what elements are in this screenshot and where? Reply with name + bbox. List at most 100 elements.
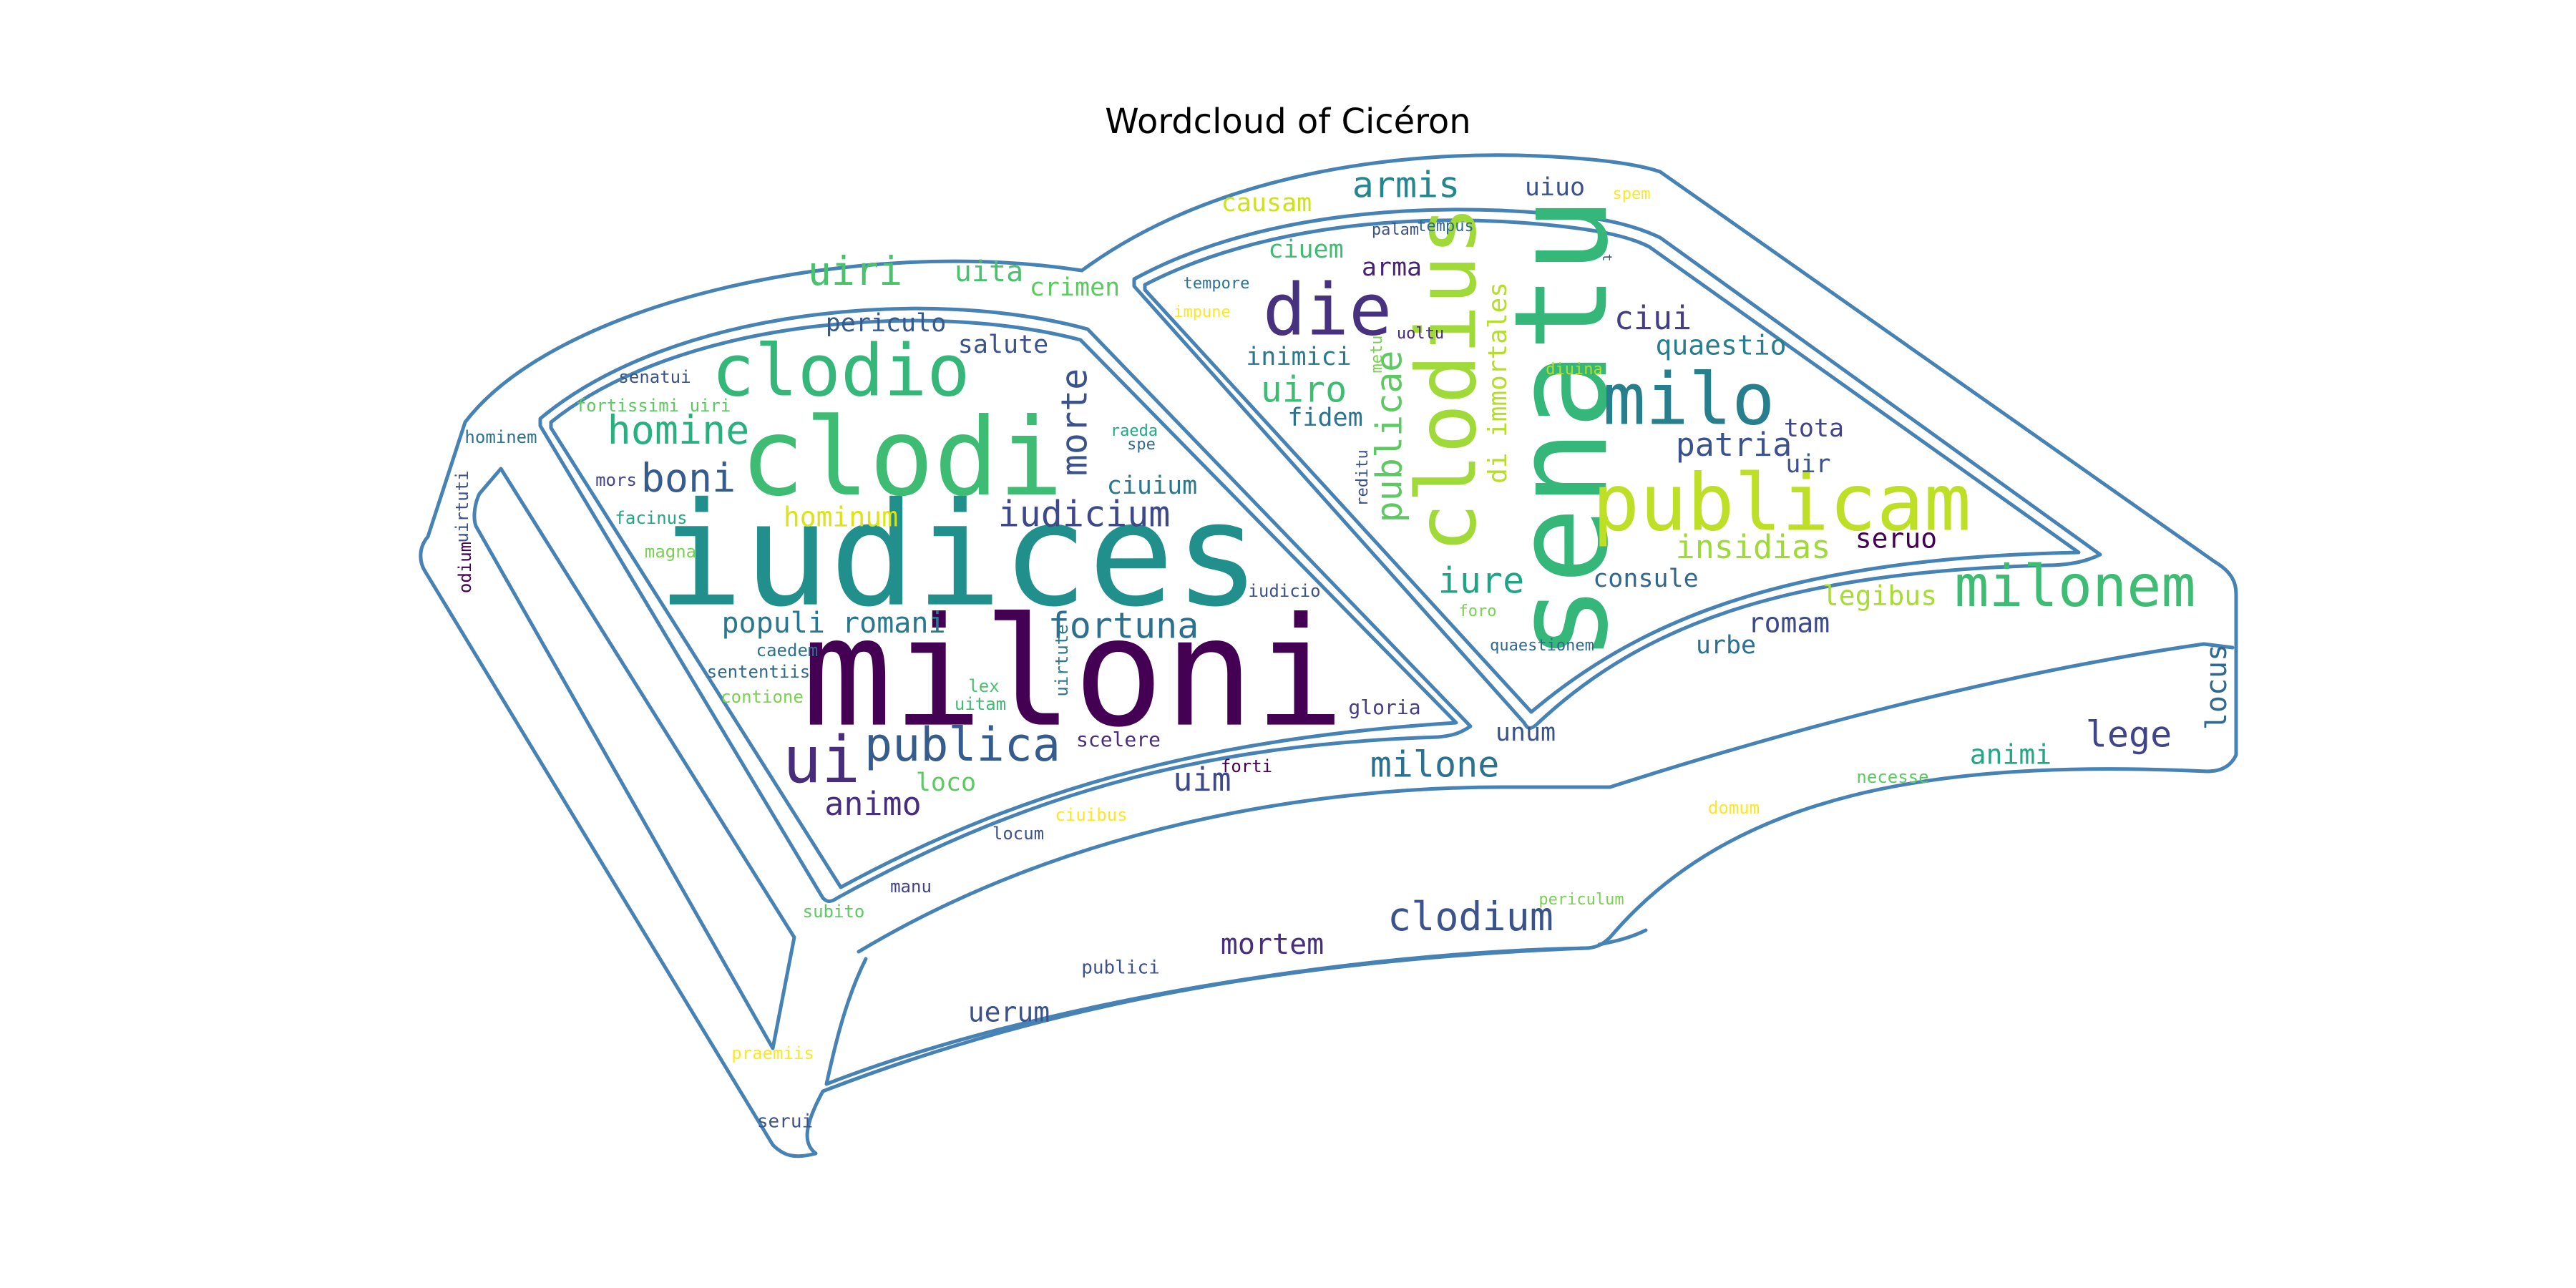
word-fortuna: fortuna xyxy=(1048,605,1199,647)
word-metu: metu xyxy=(1368,336,1386,374)
word-seruo: seruo xyxy=(1855,523,1937,555)
word-iure: iure xyxy=(1438,560,1524,602)
word-arma: arma xyxy=(1362,253,1422,282)
word-uiro: uiro xyxy=(1261,369,1347,411)
word-uim: uim xyxy=(1173,761,1231,799)
word-raeda: raeda xyxy=(1111,422,1158,440)
word-iudices: iudices xyxy=(658,472,1261,639)
word-odium: odium xyxy=(455,542,475,593)
word-forti: forti xyxy=(1221,756,1272,776)
word-serui: serui xyxy=(757,1111,813,1133)
word-senatu: senatu xyxy=(1487,197,1636,662)
word-uiuo: uiuo xyxy=(1525,173,1585,202)
word-quaestio: quaestio xyxy=(1655,330,1786,361)
word-praemiis: praemiis xyxy=(731,1043,814,1063)
word-clodium: clodium xyxy=(1387,894,1553,940)
word-consule: consule xyxy=(1593,565,1699,593)
word-reditu: reditu xyxy=(1354,449,1372,506)
word-fidem: fidem xyxy=(1287,404,1362,432)
word-tempus: tempus xyxy=(1417,218,1473,235)
word-uitam: uitam xyxy=(955,694,1006,714)
word-caedem: caedem xyxy=(756,640,819,660)
bottom-page-curve xyxy=(824,946,1591,1086)
word-crimen: crimen xyxy=(1030,273,1120,302)
word-clodi: clodi xyxy=(740,396,1063,520)
word-uerum: uerum xyxy=(968,997,1050,1028)
word-t: t xyxy=(1599,254,1614,262)
bottom-page-edge xyxy=(857,642,2235,954)
word-unum: unum xyxy=(1496,718,1556,747)
word-facinus: facinus xyxy=(615,508,687,528)
word-legibus: legibus xyxy=(1823,580,1937,612)
word-necesse: necesse xyxy=(1856,767,1928,787)
right-page-inner xyxy=(1143,218,2081,714)
word-animo: animo xyxy=(824,785,921,823)
left-page-outline xyxy=(538,306,1473,903)
word-causam: causam xyxy=(1221,189,1312,218)
word-di-immortales: di immortales xyxy=(1483,282,1513,484)
word-romam: romam xyxy=(1748,608,1830,639)
word-publicae: publicae xyxy=(1369,351,1410,523)
right-page-outline xyxy=(1132,208,2102,730)
word-publici: publici xyxy=(1081,957,1160,979)
word-scelere: scelere xyxy=(1076,728,1161,751)
word-milo: milo xyxy=(1603,357,1775,441)
word-clodius: clodius xyxy=(1400,206,1496,553)
word-publicam: publicam xyxy=(1592,457,1971,548)
word-milone: milone xyxy=(1370,744,1500,786)
word-sententiis: sententiis xyxy=(707,662,811,682)
word-palam: palam xyxy=(1372,221,1419,239)
word-patria: patria xyxy=(1676,426,1792,464)
book-spine-strip xyxy=(472,467,796,1050)
word-armis: armis xyxy=(1352,165,1460,206)
word-hominum: hominum xyxy=(784,502,898,533)
word-ciuium: ciuium xyxy=(1107,472,1197,500)
word-diuina: diuina xyxy=(1546,361,1602,379)
word-spem: spem xyxy=(1613,185,1651,203)
word-milonem: milonem xyxy=(1954,553,2195,620)
left-page-inner xyxy=(549,318,1458,889)
word-uirtuti: uirtuti xyxy=(452,470,472,542)
word-subito: subito xyxy=(803,902,865,922)
word-locum: locum xyxy=(992,824,1044,844)
word-urbe: urbe xyxy=(1696,631,1756,660)
word-locus: locus xyxy=(2200,644,2233,730)
word-loco: loco xyxy=(916,769,976,797)
word-ciui: ciui xyxy=(1614,299,1692,337)
word-insidias: insidias xyxy=(1676,528,1831,566)
word-impune: impune xyxy=(1174,303,1230,321)
word-fortissimi-uiri: fortissimi uiri xyxy=(576,396,731,416)
word-uirtute: uirtute xyxy=(1052,624,1072,696)
book-outline xyxy=(419,153,2238,1158)
word-iudicio: iudicio xyxy=(1248,581,1320,601)
word-periculo: periculo xyxy=(826,309,947,338)
word-tempore: tempore xyxy=(1184,275,1250,293)
word-iudicium: iudicium xyxy=(998,494,1171,535)
word-domum: domum xyxy=(1708,798,1760,818)
word-uita: uita xyxy=(955,255,1023,288)
word-boni: boni xyxy=(641,455,736,501)
book-outline-outer xyxy=(419,153,2238,1158)
word-gloria: gloria xyxy=(1348,696,1420,719)
word-manu: manu xyxy=(890,877,932,897)
word-animi: animi xyxy=(1970,739,2051,771)
word-hominem: hominem xyxy=(464,427,537,447)
word-periculum: periculum xyxy=(1538,891,1624,909)
word-magna: magna xyxy=(645,542,696,562)
word-publica: publica xyxy=(864,718,1060,772)
word-foro: foro xyxy=(1459,602,1497,620)
word-lex: lex xyxy=(968,676,999,696)
word-lege: lege xyxy=(2086,714,2172,756)
word-ciuibus: ciuibus xyxy=(1055,805,1127,825)
word-morte: morte xyxy=(1054,369,1096,477)
word-homine: homine xyxy=(608,407,750,453)
word-die: die xyxy=(1263,268,1392,351)
word-tota: tota xyxy=(1784,414,1844,443)
word-ciuem: ciuem xyxy=(1268,235,1343,264)
word-ui: ui xyxy=(783,723,860,798)
word-uir: uir xyxy=(1785,450,1830,479)
word-contione: contione xyxy=(721,687,804,707)
